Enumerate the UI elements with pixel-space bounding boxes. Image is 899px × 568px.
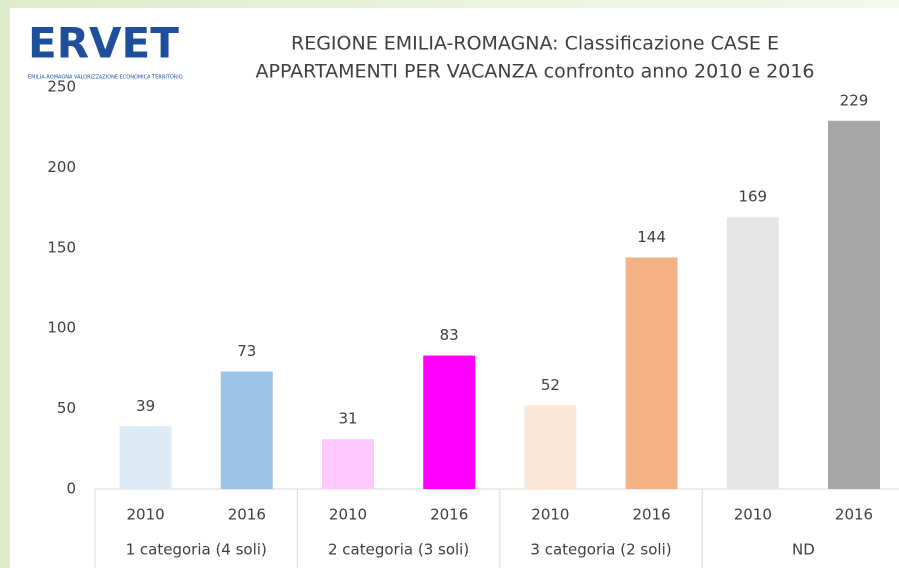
x-tick-label: 2010	[329, 506, 367, 524]
y-tick-label: 100	[47, 319, 76, 337]
chart-title: APPARTAMENTI PER VACANZA confronto anno …	[255, 61, 814, 83]
bar	[322, 439, 374, 489]
bar	[119, 426, 172, 489]
y-tick-label: 0	[66, 480, 76, 498]
data-label: 31	[338, 410, 357, 428]
y-tick-label: 150	[47, 238, 76, 256]
bar	[220, 371, 273, 489]
x-tick-label: 2016	[228, 506, 266, 524]
data-label: 144	[637, 228, 666, 246]
group-label: 3 categoria (2 soli)	[530, 541, 671, 559]
x-tick-label: 2010	[531, 506, 569, 524]
data-label: 169	[738, 188, 767, 206]
logo: ERVET	[28, 19, 179, 68]
x-tick-label: 2010	[734, 506, 772, 524]
data-label: 83	[440, 326, 459, 344]
group-label: 1 categoria (4 soli)	[126, 541, 267, 559]
bar	[828, 120, 880, 489]
chart-title: REGIONE EMILIA-ROMAGNA: Classificazione …	[291, 33, 779, 55]
y-tick-label: 50	[57, 399, 76, 417]
data-label: 73	[237, 342, 256, 360]
data-label: 229	[840, 91, 869, 109]
y-tick-label: 250	[47, 78, 76, 96]
x-tick-label: 2016	[835, 506, 873, 524]
bar	[726, 217, 779, 490]
group-label: 2 categoria (3 soli)	[328, 541, 469, 559]
logo-tagline: EMILIA-ROMAGNA VALORIZZAZIONE ECONOMICA …	[28, 75, 183, 81]
x-tick-label: 2010	[127, 506, 165, 524]
x-tick-label: 2016	[633, 506, 671, 524]
data-label: 52	[541, 376, 560, 394]
group-label: ND	[792, 541, 815, 559]
x-tick-label: 2016	[430, 506, 468, 524]
y-tick-label: 200	[47, 158, 76, 176]
bar	[524, 405, 577, 489]
data-label: 39	[136, 397, 155, 415]
bar	[625, 257, 678, 489]
bar	[423, 355, 476, 489]
